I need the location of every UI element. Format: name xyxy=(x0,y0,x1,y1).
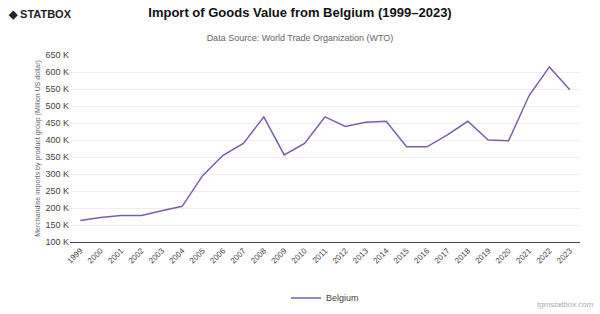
svg-text:2001: 2001 xyxy=(106,246,125,265)
svg-text:500 K: 500 K xyxy=(45,101,69,111)
svg-text:250 K: 250 K xyxy=(45,186,69,196)
svg-text:100 K: 100 K xyxy=(45,237,69,247)
svg-text:Belgium: Belgium xyxy=(326,293,359,303)
svg-text:2006: 2006 xyxy=(208,246,227,265)
svg-text:550 K: 550 K xyxy=(45,84,69,94)
svg-text:Merchandise imports by product: Merchandise imports by product group (Mi… xyxy=(34,60,42,237)
svg-text:Import of Goods Value from Bel: Import of Goods Value from Belgium (1999… xyxy=(148,5,451,20)
svg-text:2005: 2005 xyxy=(188,246,207,265)
svg-text:2002: 2002 xyxy=(127,246,146,265)
svg-text:450 K: 450 K xyxy=(45,118,69,128)
svg-text:2009: 2009 xyxy=(269,246,288,265)
svg-text:2013: 2013 xyxy=(351,246,370,265)
svg-text:2000: 2000 xyxy=(86,246,105,265)
svg-text:2014: 2014 xyxy=(371,246,390,265)
svg-text:2008: 2008 xyxy=(249,246,268,265)
svg-text:2012: 2012 xyxy=(331,246,350,265)
svg-text:tgmstatbox.com: tgmstatbox.com xyxy=(537,300,594,309)
svg-text:2004: 2004 xyxy=(167,246,186,265)
svg-text:2003: 2003 xyxy=(147,246,166,265)
svg-text:300 K: 300 K xyxy=(45,169,69,179)
svg-text:2020: 2020 xyxy=(494,246,513,265)
svg-text:1999: 1999 xyxy=(65,246,84,265)
svg-text:2015: 2015 xyxy=(392,246,411,265)
svg-text:2010: 2010 xyxy=(290,246,309,265)
svg-text:2019: 2019 xyxy=(473,246,492,265)
svg-text:2007: 2007 xyxy=(229,246,248,265)
svg-text:Data Source: World Trade Organ: Data Source: World Trade Organization (W… xyxy=(207,33,394,43)
svg-text:200 K: 200 K xyxy=(45,203,69,213)
svg-text:2022: 2022 xyxy=(535,246,554,265)
svg-text:◆ STATBOX: ◆ STATBOX xyxy=(8,8,72,20)
svg-text:2023: 2023 xyxy=(555,246,574,265)
svg-text:150 K: 150 K xyxy=(45,220,69,230)
svg-text:350 K: 350 K xyxy=(45,152,69,162)
svg-text:600 K: 600 K xyxy=(45,67,69,77)
svg-text:400 K: 400 K xyxy=(45,135,69,145)
svg-text:650 K: 650 K xyxy=(45,50,69,60)
svg-text:2021: 2021 xyxy=(514,246,533,265)
svg-text:2016: 2016 xyxy=(412,246,431,265)
svg-text:2018: 2018 xyxy=(453,246,472,265)
svg-text:2017: 2017 xyxy=(433,246,452,265)
svg-text:2011: 2011 xyxy=(311,246,330,265)
